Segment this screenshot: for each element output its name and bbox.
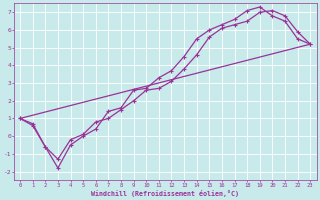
X-axis label: Windchill (Refroidissement éolien,°C): Windchill (Refroidissement éolien,°C) (91, 190, 239, 197)
